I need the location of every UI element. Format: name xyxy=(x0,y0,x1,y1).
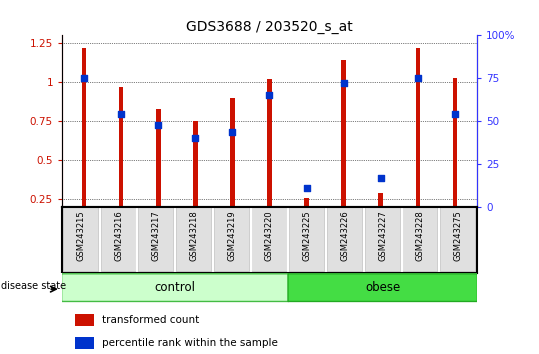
Bar xyxy=(305,198,309,207)
Bar xyxy=(378,193,383,207)
Bar xyxy=(403,209,438,271)
Bar xyxy=(75,337,94,349)
Text: control: control xyxy=(155,281,196,294)
Title: GDS3688 / 203520_s_at: GDS3688 / 203520_s_at xyxy=(186,21,353,34)
Bar xyxy=(75,314,94,326)
Bar xyxy=(453,78,457,207)
Bar xyxy=(156,109,161,207)
Point xyxy=(80,75,88,81)
Text: GSM243216: GSM243216 xyxy=(114,210,123,261)
FancyBboxPatch shape xyxy=(61,274,289,302)
Text: disease state: disease state xyxy=(1,281,66,291)
Point xyxy=(191,136,199,141)
Bar xyxy=(193,121,198,207)
Bar xyxy=(230,98,234,207)
Text: GSM243225: GSM243225 xyxy=(303,210,312,261)
FancyBboxPatch shape xyxy=(288,274,478,302)
Point xyxy=(451,112,459,117)
Bar xyxy=(328,209,362,271)
Point xyxy=(154,122,163,127)
Point xyxy=(302,185,311,191)
Text: GSM243226: GSM243226 xyxy=(341,210,349,261)
Bar xyxy=(215,209,249,271)
Text: GSM243228: GSM243228 xyxy=(416,210,425,261)
Bar xyxy=(139,209,174,271)
Text: GSM243227: GSM243227 xyxy=(378,210,387,261)
Text: GSM243220: GSM243220 xyxy=(265,210,274,261)
Bar xyxy=(267,79,272,207)
Point xyxy=(117,112,126,117)
Bar xyxy=(82,48,86,207)
Bar xyxy=(290,209,324,271)
Point xyxy=(228,129,237,135)
Bar xyxy=(441,209,475,271)
Bar xyxy=(252,209,287,271)
Bar xyxy=(119,87,123,207)
Point xyxy=(376,175,385,181)
Bar xyxy=(341,61,346,207)
Point xyxy=(265,93,274,98)
Bar xyxy=(177,209,211,271)
Bar xyxy=(64,209,98,271)
Text: GSM243275: GSM243275 xyxy=(454,210,462,261)
Text: GSM243218: GSM243218 xyxy=(190,210,198,261)
Bar xyxy=(416,48,420,207)
Point xyxy=(340,81,348,86)
Bar xyxy=(101,209,136,271)
Text: GSM243219: GSM243219 xyxy=(227,210,236,261)
Text: GSM243215: GSM243215 xyxy=(77,210,85,261)
Text: obese: obese xyxy=(365,281,400,294)
Point xyxy=(413,75,422,81)
Bar xyxy=(365,209,400,271)
Text: transformed count: transformed count xyxy=(102,315,199,325)
Text: percentile rank within the sample: percentile rank within the sample xyxy=(102,338,278,348)
Text: GSM243217: GSM243217 xyxy=(152,210,161,261)
